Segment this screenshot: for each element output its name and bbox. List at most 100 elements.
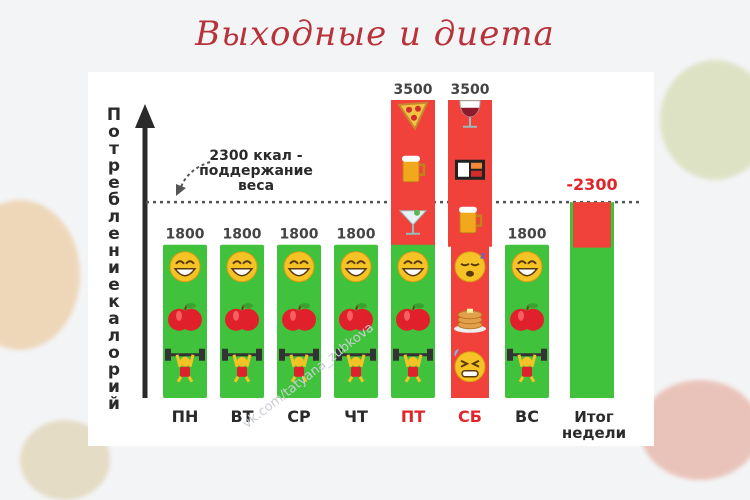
apple-shine xyxy=(176,310,182,321)
bar-value-label: 1800 xyxy=(508,227,547,243)
x-tick-label: ПТ xyxy=(401,407,425,426)
lifter-arms xyxy=(346,354,366,368)
apple-leaf xyxy=(186,303,196,309)
barbell-plate xyxy=(370,348,376,361)
bar-8: -2300 xyxy=(566,175,618,398)
bento-rice xyxy=(458,162,469,177)
emoji-grin xyxy=(515,267,539,277)
bar-6: 3500 z СБ xyxy=(448,82,492,426)
lifter-body xyxy=(180,366,190,377)
apple-leaf xyxy=(414,303,424,309)
lifter-body xyxy=(522,366,532,377)
y-axis-label-letter: р xyxy=(108,360,120,380)
emoji-face xyxy=(511,251,543,283)
emoji-face xyxy=(397,251,429,283)
lifter-legs xyxy=(347,375,365,383)
y-axis-label-letter: П xyxy=(107,105,121,125)
barbell-plate xyxy=(165,348,171,361)
emoji-face xyxy=(169,251,201,283)
maintenance-label-line: веса xyxy=(238,178,274,194)
lifter-legs xyxy=(233,375,251,383)
apple-body xyxy=(408,308,430,331)
page-title: Выходные и диета xyxy=(195,14,555,54)
apple-leaf xyxy=(300,303,310,309)
bar-value-label: 1800 xyxy=(223,227,262,243)
x-tick-label: ВС xyxy=(515,407,539,426)
lifter-body xyxy=(294,366,304,377)
emoji-sweat xyxy=(454,348,459,357)
y-axis-label-letter: н xyxy=(108,241,120,261)
apple-shine xyxy=(404,310,410,321)
total-label-line: недели xyxy=(562,424,626,442)
apple-shine xyxy=(518,310,524,321)
barbell-plate xyxy=(393,348,399,361)
emoji-eyes xyxy=(175,260,195,265)
emoji-grin xyxy=(230,267,254,277)
beer-foam xyxy=(459,206,477,213)
apple-shine xyxy=(290,310,296,321)
lifter-head xyxy=(351,356,361,367)
beer-handle xyxy=(419,163,426,176)
y-axis-label-letter: й xyxy=(108,394,120,414)
y-axis-label-letter: б xyxy=(108,190,120,210)
emoji-grin xyxy=(344,267,368,277)
barbell-plate xyxy=(336,348,342,361)
pizza-pepperoni xyxy=(411,114,417,121)
emoji-grin xyxy=(173,267,197,277)
lifter-body xyxy=(408,366,418,377)
barbell-plate xyxy=(199,348,205,361)
bar-2: 1800 ВТ xyxy=(220,227,264,426)
apple-body xyxy=(522,308,544,331)
emoji-zzz: z xyxy=(480,252,485,262)
emoji-mouth xyxy=(466,270,474,277)
apple-body xyxy=(180,308,202,331)
apple-body xyxy=(237,308,259,331)
x-tick-label: ПН xyxy=(172,407,199,426)
beer-mug xyxy=(459,210,477,234)
bar-value-label: 3500 xyxy=(394,82,433,98)
bg-fruit-blob xyxy=(0,200,80,350)
emoji-face xyxy=(340,251,372,283)
bar-3: 1800 СР xyxy=(277,227,321,426)
total-label-line: Итог xyxy=(574,408,614,426)
beer-foam xyxy=(402,155,420,162)
barbell-plate xyxy=(427,348,433,361)
bar-5: 3500 ПТ xyxy=(391,82,435,426)
bento-food xyxy=(471,170,482,177)
y-axis-label-letter: о xyxy=(108,343,120,363)
apple-leaf xyxy=(243,303,253,309)
x-tick-label: ЧТ xyxy=(344,407,368,426)
emoji-closed-eyes xyxy=(460,262,480,267)
y-axis-label-letter: л xyxy=(108,326,120,346)
total-bar-base xyxy=(573,247,611,398)
lifter-arms xyxy=(232,354,252,368)
lifter-legs xyxy=(290,375,308,383)
lifter-head xyxy=(237,356,247,367)
emoji-eyes xyxy=(517,260,537,265)
y-axis-label-letter: и xyxy=(108,377,120,397)
lifter-head xyxy=(522,356,532,367)
x-tick-label: СР xyxy=(287,407,311,426)
barbell-plate xyxy=(313,348,319,361)
emoji-eyes xyxy=(346,260,366,265)
apple-leaf xyxy=(528,303,538,309)
apple-shine xyxy=(233,310,239,321)
emoji-face xyxy=(226,251,258,283)
total-bar-surplus xyxy=(573,202,611,248)
lifter-legs xyxy=(518,375,536,383)
barbell-plate xyxy=(507,348,513,361)
y-axis-label-letter: о xyxy=(108,122,120,142)
lifter-head xyxy=(294,356,304,367)
barbell-plate xyxy=(279,348,285,361)
bar-4: 1800 ЧТ xyxy=(334,227,378,426)
bar-value-label: 1800 xyxy=(166,227,205,243)
wine-liquid xyxy=(461,107,479,117)
emoji-squint-eyes xyxy=(460,359,480,368)
y-axis-label-letter: е xyxy=(108,275,120,295)
apple-leaf xyxy=(357,303,367,309)
emoji-grin xyxy=(287,267,311,277)
